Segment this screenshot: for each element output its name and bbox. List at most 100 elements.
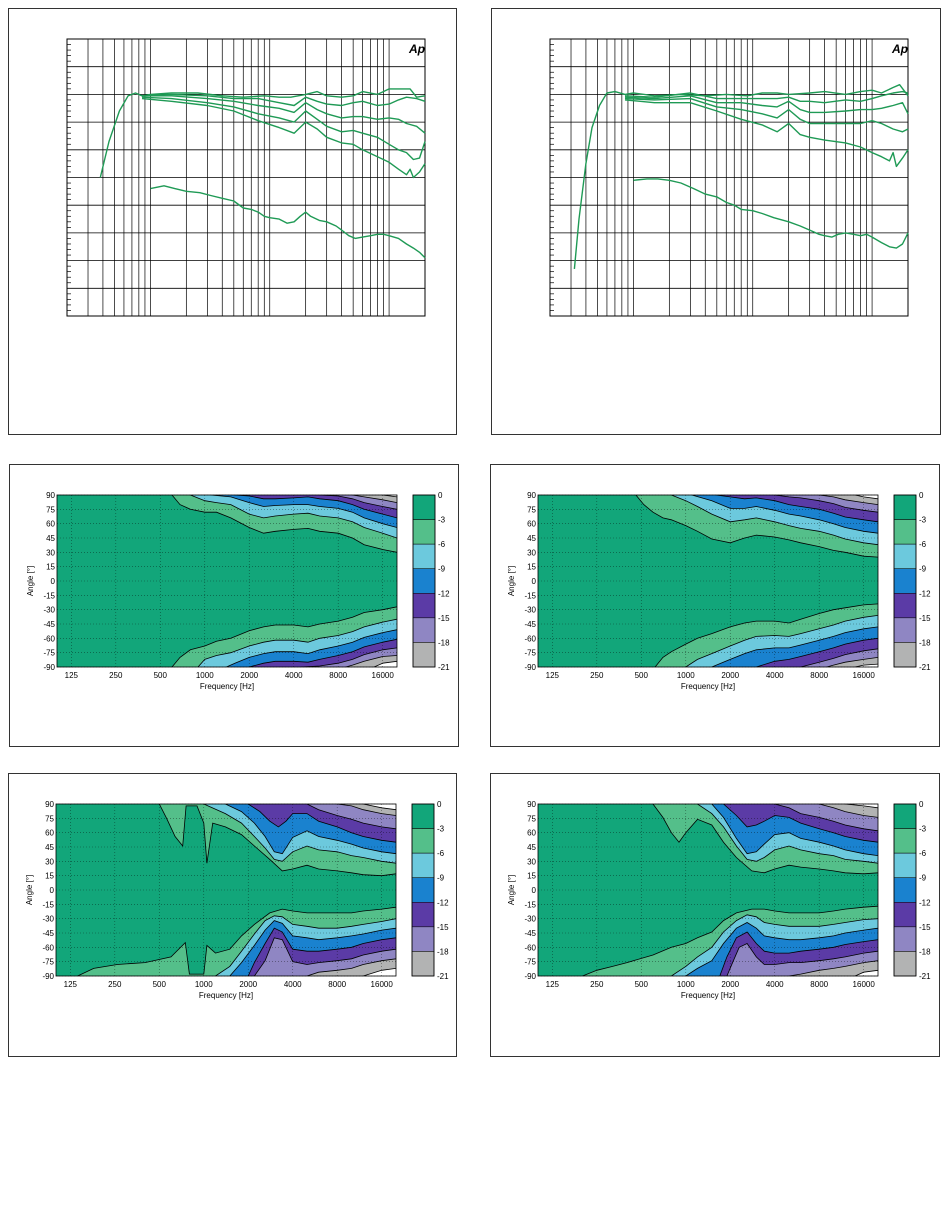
y-tick-label: 15	[46, 563, 55, 572]
response-curve-2	[141, 93, 426, 107]
color-scale-swatch	[893, 593, 917, 619]
color-scale-label: -3	[437, 825, 445, 834]
color-scale-swatch	[893, 803, 917, 829]
y-tick-label: -60	[42, 943, 54, 952]
y-axis-label: Angle [°]	[25, 875, 34, 905]
y-tick-label: -90	[524, 972, 536, 981]
response-curve-6	[633, 178, 909, 249]
color-scale-label: -15	[438, 614, 450, 623]
color-scale-swatch	[893, 519, 917, 545]
color-scale-label: -18	[437, 947, 449, 956]
color-scale-label: 0	[437, 800, 442, 809]
response-curve-5	[624, 99, 909, 168]
color-scale-swatch	[412, 519, 436, 545]
x-tick-label: 125	[64, 980, 78, 989]
x-tick-label: 8000	[810, 980, 828, 989]
y-tick-label: 45	[45, 843, 54, 852]
color-scale-label: -3	[919, 825, 927, 834]
color-scale-swatch	[412, 494, 436, 520]
y-tick-label: 15	[45, 872, 54, 881]
color-scale-swatch	[893, 642, 917, 668]
y-tick-label: -45	[42, 929, 54, 938]
plot-frame	[537, 494, 879, 668]
color-scale-legend: 0 -3 -6 -9 -12 -15 -18 -21	[412, 491, 450, 672]
x-tick-label: 500	[154, 671, 168, 680]
y-tick-label: 90	[527, 800, 536, 809]
y-tick-label: 0	[50, 886, 55, 895]
y-tick-label: 45	[527, 843, 536, 852]
color-scale-label: -15	[919, 614, 931, 623]
color-scale-swatch	[893, 877, 917, 903]
color-scale-label: -6	[437, 849, 445, 858]
x-tick-label: 16000	[853, 671, 876, 680]
color-scale-label: 0	[438, 491, 443, 500]
contour-plot-area	[538, 495, 878, 667]
contour-band-upper-6	[818, 495, 878, 505]
x-tick-label: 16000	[371, 980, 394, 989]
color-scale-frame	[893, 803, 917, 977]
y-tick-label: 0	[532, 577, 537, 586]
y-tick-label: 75	[527, 505, 536, 514]
color-scale-frame	[412, 494, 436, 668]
color-scale-label: -6	[919, 540, 927, 549]
contour-band-lower-7	[854, 663, 878, 667]
color-scale-label: 0	[919, 491, 924, 500]
x-tick-label: 4000	[766, 980, 784, 989]
color-scale-label: -12	[919, 898, 931, 907]
y-tick-label: 30	[45, 857, 54, 866]
y-tick-label: -60	[524, 943, 536, 952]
contour-band-upper-6	[352, 495, 397, 503]
plot-frame	[537, 803, 879, 977]
color-scale-swatch	[893, 926, 917, 952]
contour-plot-area	[56, 804, 396, 976]
directivity-panel-3: 90 75 60 45 30 15 0 -15 -30 -45 -60 -75 -90 125 250 500…	[8, 773, 457, 1057]
color-scale-label: -9	[919, 874, 927, 883]
directivity-panel-4: 90 75 60 45 30 15 0 -15 -30 -45 -60 -75 -90 125 250 500…	[490, 773, 940, 1057]
y-tick-label: 45	[46, 534, 55, 543]
color-scale-swatch	[893, 902, 917, 928]
y-tick-label: 30	[527, 548, 536, 557]
color-scale-label: -21	[438, 663, 450, 672]
x-tick-label: 16000	[853, 980, 876, 989]
color-scale-label: -21	[437, 972, 449, 981]
color-scale-swatch	[411, 926, 435, 952]
color-scale-label: -15	[919, 923, 931, 932]
x-tick-label: 125	[546, 671, 560, 680]
color-scale-label: -12	[919, 589, 931, 598]
y-tick-label: 90	[46, 491, 55, 500]
color-scale-label: -6	[438, 540, 446, 549]
contour-band-upper-4	[234, 495, 397, 519]
x-tick-label: 2000	[240, 671, 258, 680]
plot-frame	[56, 494, 398, 668]
response-curve-5	[141, 97, 426, 179]
color-scale-swatch	[893, 852, 917, 878]
response-curve-1	[99, 88, 426, 178]
y-axis-label: Angle [°]	[507, 566, 516, 596]
y-tick-label: -30	[524, 915, 536, 924]
x-tick-label: 16000	[372, 671, 395, 680]
color-scale-label: -3	[919, 516, 927, 525]
y-tick-label: 60	[46, 520, 55, 529]
color-scale-label: -9	[437, 874, 445, 883]
y-tick-label: 0	[51, 577, 56, 586]
y-tick-label: -90	[43, 663, 55, 672]
x-tick-label: 2000	[721, 980, 739, 989]
response-panel-left: Ap	[8, 8, 457, 435]
x-axis-label: Frequency [Hz]	[199, 991, 253, 1000]
x-tick-label: 250	[109, 671, 123, 680]
directivity-panel-1: 90 75 60 45 30 15 0 -15 -30 -45 -60 -75 -90 125 250 500…	[9, 464, 459, 747]
response-curve-4	[141, 96, 426, 161]
response-grid	[549, 38, 909, 317]
color-scale-legend: 0 -3 -6 -9 -12 -15 -18 -21	[893, 491, 931, 672]
x-tick-label: 8000	[329, 671, 347, 680]
x-tick-label: 2000	[721, 671, 739, 680]
x-tick-label: 1000	[195, 980, 213, 989]
x-axis-label: Frequency [Hz]	[681, 991, 735, 1000]
color-scale-swatch	[412, 593, 436, 619]
y-tick-label: -75	[42, 958, 54, 967]
x-tick-label: 4000	[285, 671, 303, 680]
ap-logo-badge: Ap	[408, 42, 425, 56]
color-scale-swatch	[411, 877, 435, 903]
